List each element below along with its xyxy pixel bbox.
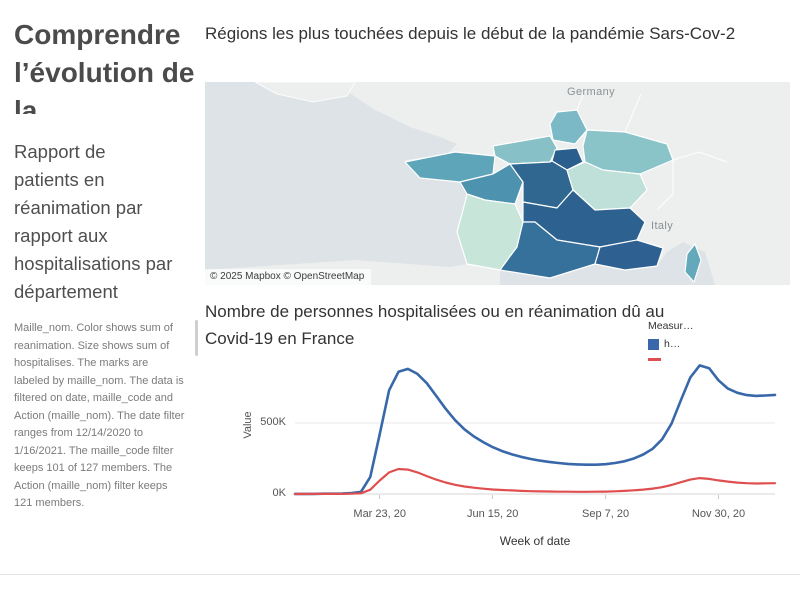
- sidebar-scrollbar-thumb[interactable]: [195, 320, 198, 356]
- line-chart[interactable]: [293, 358, 777, 496]
- x-tick-mark: [605, 495, 607, 499]
- series-hospitalises[interactable]: [293, 364, 777, 496]
- country-label-italy: Italy: [651, 220, 674, 232]
- dashboard-subtitle: Rapport de patients en réanimation par r…: [14, 141, 173, 302]
- map-attribution-link[interactable]: © 2025 Mapbox © OpenStreetMap: [205, 269, 372, 285]
- y-tick-label: 500K: [260, 415, 286, 428]
- country-label-germany: Germany: [567, 86, 616, 98]
- tableau-toolbar: View on Tableau Public Share: [0, 574, 800, 600]
- series-reanimation[interactable]: [293, 467, 777, 496]
- x-axis-title: Week of date: [499, 534, 571, 548]
- x-tick-label: Nov 30, 20: [691, 508, 746, 520]
- france-map[interactable]: [205, 82, 790, 285]
- map-water-mediterranean: [500, 242, 715, 285]
- y-tick-label: 0K: [272, 487, 286, 499]
- legend-swatch-hospitalises: [648, 338, 659, 350]
- legend: Measur… h…: [648, 320, 788, 369]
- map-title: Régions les plus touchées depuis le débu…: [205, 24, 736, 43]
- y-axis-title: Value: [242, 411, 254, 439]
- map-water-atlantic: [205, 82, 467, 270]
- x-tick-mark: [492, 495, 494, 499]
- legend-swatch-reanimation: [648, 358, 661, 361]
- legend-title: Measur…: [648, 320, 694, 332]
- chart-title: Nombre de personnes hospitalisées ou en …: [205, 302, 665, 348]
- x-tick-label: Mar 23, 20: [353, 508, 406, 520]
- map-land-uk: [254, 82, 356, 103]
- region-corse[interactable]: [684, 243, 702, 283]
- legend-item-reanimation[interactable]: [648, 358, 788, 361]
- legend-item-hospitalises[interactable]: h…: [648, 338, 788, 350]
- legend-label-hospitalises: h…: [664, 338, 681, 350]
- region-provence-alpes-cote-dazur[interactable]: [594, 239, 664, 271]
- region-hauts-de-france[interactable]: [549, 109, 588, 145]
- x-tick-label: Sep 7, 20: [582, 508, 630, 520]
- x-tick-mark: [379, 495, 381, 499]
- france-map-view[interactable]: Germany Italy © 2025 Mapbox © OpenStreet…: [205, 82, 790, 285]
- worksheet-caption: Maille_nom. Color shows sum of reanimati…: [14, 322, 185, 509]
- x-tick-label: Jun 15, 20: [466, 508, 519, 520]
- dashboard-title: Comprendre l’évolution de la: [14, 19, 195, 114]
- x-tick-mark: [718, 495, 720, 499]
- map-country-borders: [576, 89, 728, 211]
- line-chart-plot[interactable]: [293, 358, 777, 496]
